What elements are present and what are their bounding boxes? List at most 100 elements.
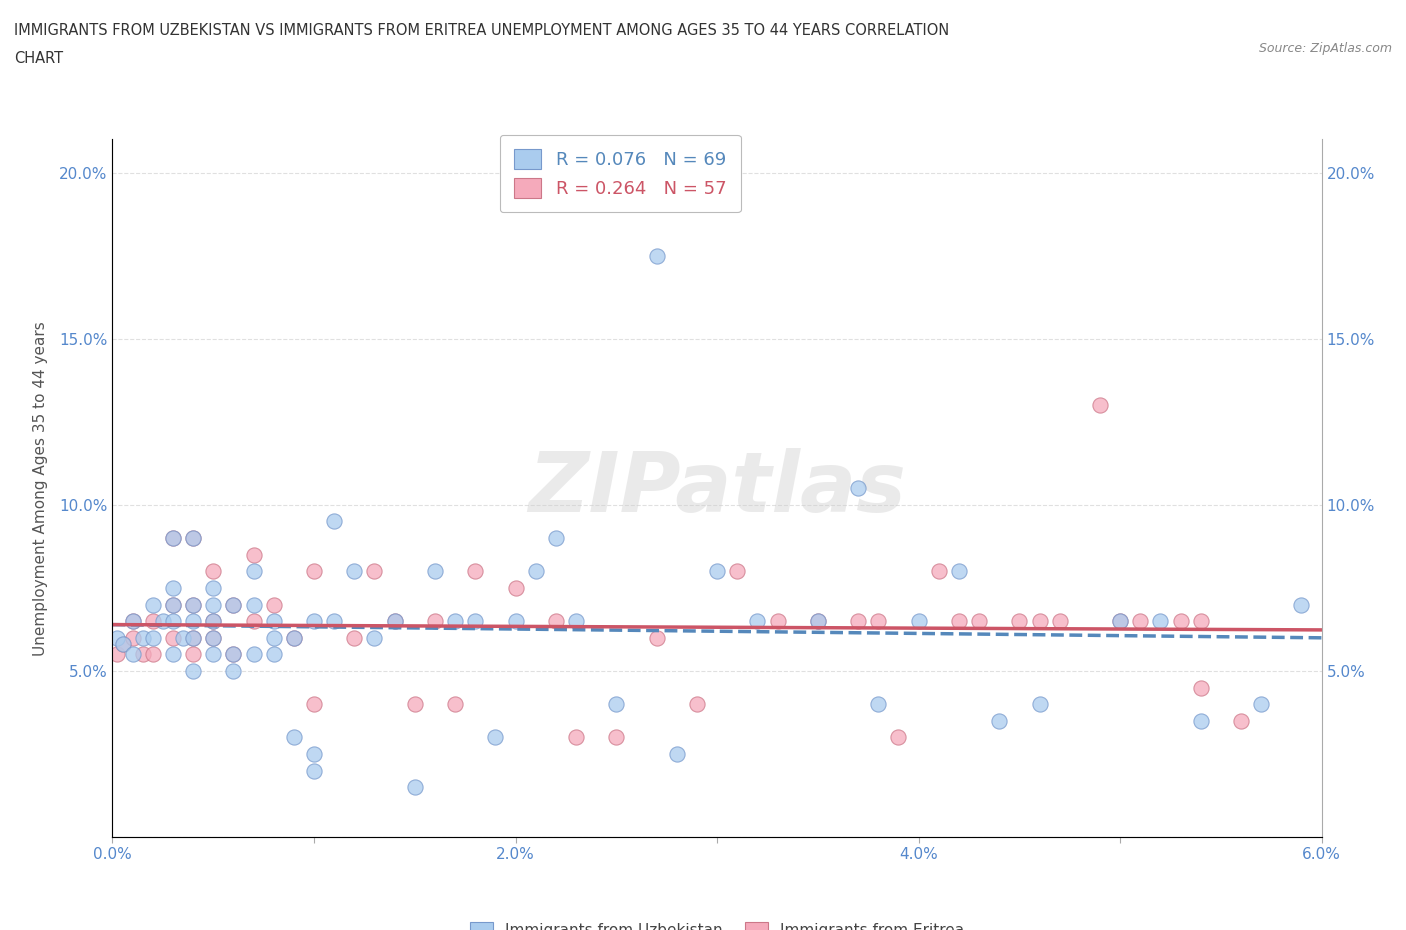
Point [263, 631, 285, 645]
Point [142, 631, 165, 645]
Point [181, 614, 204, 629]
Point [423, 564, 446, 578]
Point [404, 779, 426, 794]
Point [222, 597, 245, 612]
Point [283, 730, 305, 745]
Point [1149, 614, 1171, 629]
Point [363, 631, 385, 645]
Point [142, 647, 165, 662]
Point [162, 614, 184, 629]
Point [202, 614, 225, 629]
Point [384, 614, 406, 629]
Point [162, 531, 184, 546]
Point [868, 614, 890, 629]
Point [121, 614, 143, 629]
Point [1230, 713, 1253, 728]
Point [1250, 697, 1272, 711]
Point [302, 614, 325, 629]
Point [162, 580, 184, 595]
Point [686, 697, 709, 711]
Point [747, 614, 769, 629]
Point [846, 614, 869, 629]
Point [181, 631, 204, 645]
Point [343, 564, 366, 578]
Point [162, 631, 184, 645]
Point [343, 631, 366, 645]
Point [242, 597, 264, 612]
Point [302, 697, 325, 711]
Point [162, 531, 184, 546]
Point [132, 631, 155, 645]
Point [222, 663, 245, 678]
Point [846, 481, 869, 496]
Point [565, 730, 588, 745]
Point [524, 564, 547, 578]
Point [181, 597, 204, 612]
Point [181, 647, 204, 662]
Point [544, 614, 567, 629]
Point [263, 647, 285, 662]
Point [162, 597, 184, 612]
Point [1189, 713, 1212, 728]
Point [907, 614, 929, 629]
Point [725, 564, 748, 578]
Point [263, 597, 285, 612]
Point [323, 514, 346, 529]
Point [222, 647, 245, 662]
Point [1189, 614, 1212, 629]
Point [202, 580, 225, 595]
Point [132, 647, 155, 662]
Point [202, 597, 225, 612]
Point [887, 730, 910, 745]
Point [1028, 614, 1050, 629]
Point [544, 531, 567, 546]
Point [181, 531, 204, 546]
Point [202, 647, 225, 662]
Point [464, 614, 486, 629]
Text: ZIPatlas: ZIPatlas [529, 447, 905, 529]
Point [807, 614, 830, 629]
Point [202, 631, 225, 645]
Point [283, 631, 305, 645]
Point [1008, 614, 1031, 629]
Point [706, 564, 728, 578]
Point [242, 647, 264, 662]
Point [105, 631, 128, 645]
Point [505, 614, 527, 629]
Point [302, 764, 325, 778]
Text: CHART: CHART [14, 51, 63, 66]
Point [111, 637, 134, 652]
Point [202, 564, 225, 578]
Text: IMMIGRANTS FROM UZBEKISTAN VS IMMIGRANTS FROM ERITREA UNEMPLOYMENT AMONG AGES 35: IMMIGRANTS FROM UZBEKISTAN VS IMMIGRANTS… [14, 23, 949, 38]
Point [444, 697, 467, 711]
Point [181, 663, 204, 678]
Point [242, 614, 264, 629]
Point [645, 631, 668, 645]
Point [928, 564, 950, 578]
Point [181, 631, 204, 645]
Point [1109, 614, 1132, 629]
Point [1170, 614, 1192, 629]
Point [868, 697, 890, 711]
Point [444, 614, 467, 629]
Point [121, 647, 143, 662]
Point [665, 747, 688, 762]
Point [505, 580, 527, 595]
Point [202, 631, 225, 645]
Point [988, 713, 1011, 728]
Point [967, 614, 990, 629]
Point [162, 597, 184, 612]
Point [605, 730, 627, 745]
Point [142, 614, 165, 629]
Point [222, 647, 245, 662]
Text: Source: ZipAtlas.com: Source: ZipAtlas.com [1258, 42, 1392, 55]
Point [1028, 697, 1050, 711]
Point [152, 614, 174, 629]
Point [1088, 398, 1111, 413]
Point [142, 597, 165, 612]
Point [1049, 614, 1071, 629]
Point [111, 637, 134, 652]
Point [121, 614, 143, 629]
Point [242, 547, 264, 562]
Point [404, 697, 426, 711]
